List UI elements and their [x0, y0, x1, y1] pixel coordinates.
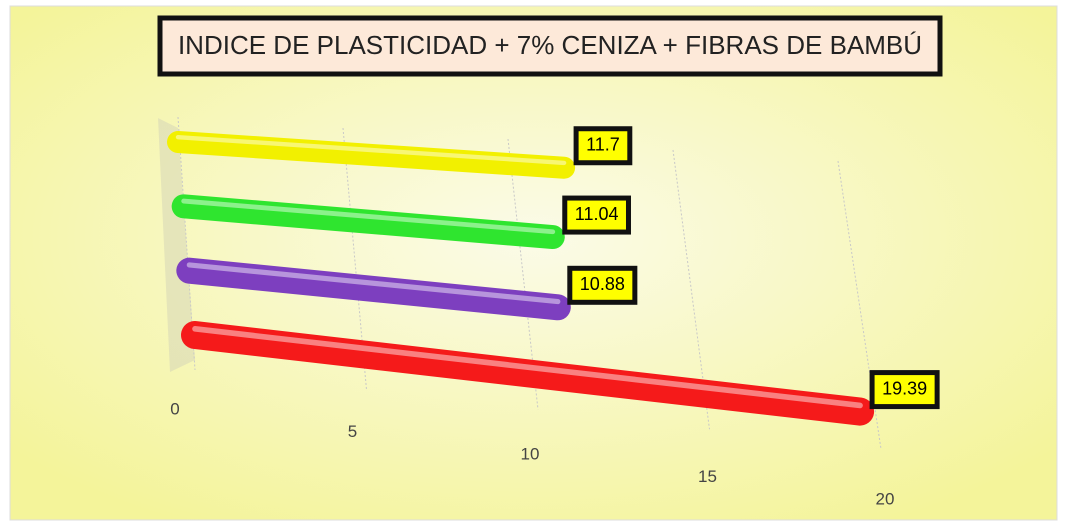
chart-title: INDICE DE PLASTICIDAD + 7% CENIZA + FIBR… — [178, 30, 922, 60]
title-box — [157, 15, 943, 77]
data-label-box — [573, 126, 633, 166]
back-wall — [158, 118, 195, 372]
grid-line — [672, 149, 710, 430]
bar — [167, 131, 576, 179]
data-label: 11.7 — [586, 134, 620, 154]
bar — [176, 257, 571, 321]
x-tick-label: 20 — [876, 489, 895, 508]
data-label: 11.04 — [575, 204, 619, 224]
bar-highlight — [192, 326, 863, 409]
grid-line — [837, 160, 882, 450]
data-label: 10.88 — [580, 274, 625, 294]
x-tick-label: 0 — [170, 399, 179, 418]
x-tick-label: 10 — [521, 444, 540, 463]
data-label: 19.39 — [882, 378, 927, 398]
data-label-box — [567, 265, 638, 305]
data-label-box — [869, 370, 940, 410]
grid-line — [507, 138, 539, 410]
bar — [171, 194, 565, 250]
bar-highlight — [181, 198, 556, 235]
bar — [181, 321, 875, 426]
bar — [181, 321, 875, 426]
bar — [167, 131, 576, 179]
x-tick-label: 5 — [348, 422, 357, 441]
bar — [176, 257, 571, 321]
bar — [171, 194, 565, 250]
bar-highlight — [175, 134, 567, 166]
data-label-box — [562, 195, 631, 235]
x-tick-label: 15 — [698, 467, 717, 486]
bar-highlight — [186, 262, 561, 305]
